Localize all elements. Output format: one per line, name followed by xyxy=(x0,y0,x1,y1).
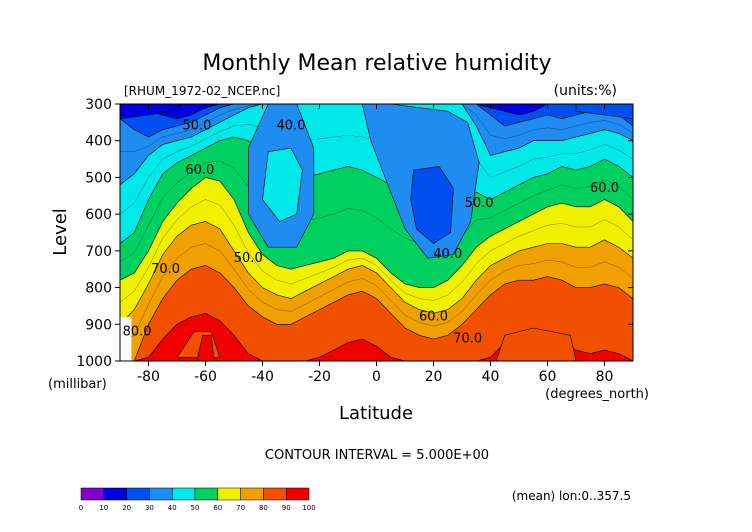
colorbar-bin xyxy=(126,487,150,501)
contour-labels: 50.0 40.0 60.0 60.0 50.0 40.0 50.0 70.0 60.0 70.0… xyxy=(123,119,619,347)
contour-label: 60.0 xyxy=(590,181,619,196)
y-tick-label: 700 xyxy=(85,244,112,260)
contour-core-7 xyxy=(196,335,215,361)
contour-label: 70.0 xyxy=(453,332,482,347)
units-label: (units:%) xyxy=(554,83,617,99)
humidity-fill xyxy=(120,104,633,361)
contour-label: 80.0 xyxy=(123,324,152,339)
colorbar-bin xyxy=(80,487,105,501)
y-tick-label: 1000 xyxy=(76,354,112,370)
y-tick-label: 500 xyxy=(85,170,112,186)
contour-core-8 xyxy=(495,327,577,361)
colorbar-bin xyxy=(240,487,264,501)
y-tick-label: 600 xyxy=(85,207,112,223)
contour-line xyxy=(120,243,633,343)
colorbar-bin xyxy=(194,487,219,501)
mean-note: (mean) lon:0..357.5 xyxy=(512,489,631,503)
x-tick-label: 60 xyxy=(539,369,557,385)
colorbar-tick-label: 50 xyxy=(191,504,200,512)
contour-line xyxy=(120,160,633,263)
contour-label: 60.0 xyxy=(185,163,214,178)
colorbar-tick-label: 20 xyxy=(122,504,131,512)
colorbar-tick-label: 0 xyxy=(79,504,83,512)
x-tick-label: -40 xyxy=(251,369,274,385)
y-tick-label: 800 xyxy=(85,281,112,297)
x-axis-label: Latitude xyxy=(339,403,413,424)
y-axis-unit: (millibar) xyxy=(48,377,107,392)
y-tick-label: 300 xyxy=(85,97,112,113)
colorbar-bin xyxy=(263,487,287,501)
x-tick-label: -60 xyxy=(194,369,217,385)
colorbar-tick-label: 100 xyxy=(302,504,315,512)
x-tick-label: -80 xyxy=(137,369,160,385)
contour-label: 40.0 xyxy=(433,247,462,262)
x-tick-label: 20 xyxy=(425,369,443,385)
y-tick-label: 900 xyxy=(85,317,112,333)
colorbar-tick-label: 30 xyxy=(145,504,154,512)
chart-title: Monthly Mean relative humidity xyxy=(202,51,551,76)
contour-interval: CONTOUR INTERVAL = 5.000E+00 xyxy=(265,448,489,463)
contour-label: 50.0 xyxy=(234,251,263,266)
file-label: [RHUM_1972-02_NCEP.nc] xyxy=(124,84,280,98)
contour-core-4 xyxy=(575,104,633,120)
colorbar-tick-label: 70 xyxy=(236,504,245,512)
contour-core-3 xyxy=(120,104,184,120)
contour-core-5 xyxy=(262,147,303,222)
colorbar-bin xyxy=(103,487,127,501)
contour-label: 50.0 xyxy=(182,119,211,134)
contour-label: 60.0 xyxy=(419,310,448,325)
contour-label: 70.0 xyxy=(151,262,180,277)
y-axis-label: Level xyxy=(50,208,71,256)
x-axis-ticks: -80 -60 -40 -20 0 20 40 60 80 xyxy=(137,104,613,385)
colorbar-tick-label: 10 xyxy=(99,504,108,512)
colorbar-bin xyxy=(149,487,173,501)
colorbar-bin xyxy=(217,487,241,501)
contour-label: 40.0 xyxy=(277,119,306,134)
x-tick-label: -20 xyxy=(308,369,331,385)
y-tick-label: 400 xyxy=(85,134,112,150)
contour-line xyxy=(120,104,633,152)
colorbar-tick-label: 90 xyxy=(282,504,291,512)
colorbar-bin xyxy=(285,487,310,501)
colorbar-tick-label: 60 xyxy=(213,504,222,512)
colorbar: 0 10 20 30 40 50 60 70 80 90 100 xyxy=(79,487,316,512)
x-tick-label: 80 xyxy=(596,369,614,385)
missing-data xyxy=(120,316,132,361)
contour-line xyxy=(120,199,633,303)
colorbar-tick-label: 40 xyxy=(168,504,177,512)
colorbar-bin xyxy=(171,487,196,501)
x-tick-label: 40 xyxy=(482,369,500,385)
contour-core-2 xyxy=(410,166,454,244)
colorbar-tick-label: 80 xyxy=(259,504,268,512)
contour-label: 50.0 xyxy=(465,196,494,211)
x-axis-unit: (degrees_north) xyxy=(545,387,649,402)
x-tick-label: 0 xyxy=(372,369,381,385)
y-axis-ticks: 300 400 500 600 700 800 900 1000 xyxy=(76,97,633,370)
